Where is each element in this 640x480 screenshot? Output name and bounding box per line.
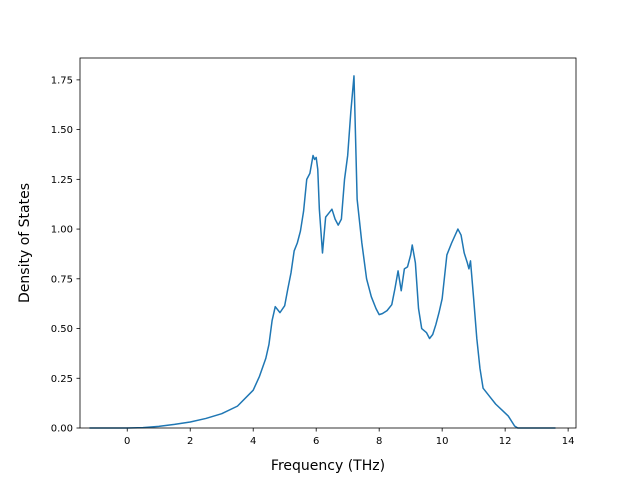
x-axis-label: Frequency (THz) — [271, 458, 385, 474]
plot-area — [80, 58, 576, 428]
x-tick-label: 14 — [562, 436, 575, 447]
y-tick-label: 1.25 — [51, 175, 73, 186]
y-tick-label: 1.00 — [51, 225, 73, 236]
plot-frame — [79, 57, 577, 429]
series-group — [89, 75, 556, 429]
dos-line — [89, 75, 556, 429]
y-tick-label: 1.50 — [51, 125, 73, 136]
x-axis-ticks: 0 2 4 6 8 10 12 14 — [124, 428, 574, 447]
y-tick-label: 1.75 — [51, 75, 73, 86]
x-tick-label: 6 — [313, 436, 319, 447]
y-tick-label: 0.50 — [51, 324, 73, 335]
y-axis-ticks: 0.00 0.25 0.50 0.75 1.00 1.25 1.50 1.75 — [51, 75, 80, 435]
y-axis-label: Density of States — [17, 183, 33, 303]
x-tick-label: 4 — [250, 436, 256, 447]
x-tick-label: 0 — [124, 436, 130, 447]
x-tick-label: 2 — [187, 436, 193, 447]
x-tick-label: 8 — [376, 436, 382, 447]
y-tick-label: 0.00 — [51, 424, 73, 435]
x-tick-label: 10 — [436, 436, 449, 447]
x-tick-label: 12 — [499, 436, 512, 447]
y-tick-label: 0.25 — [51, 374, 73, 385]
y-tick-label: 0.75 — [51, 274, 73, 285]
